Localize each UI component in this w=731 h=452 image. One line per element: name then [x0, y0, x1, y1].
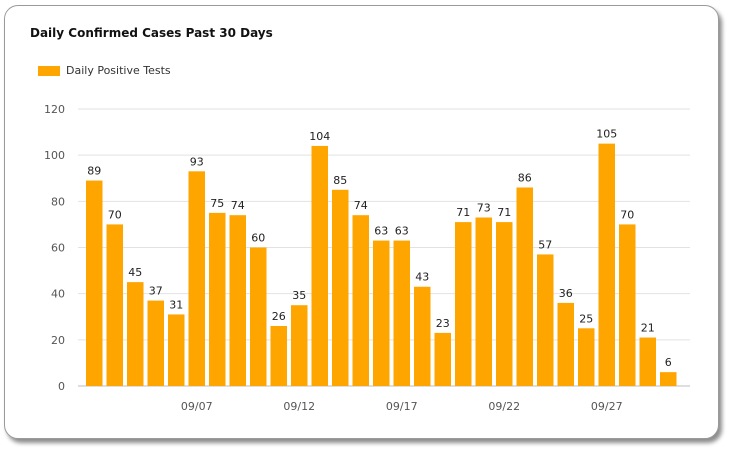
- legend[interactable]: Daily Positive Tests: [38, 64, 171, 77]
- bar-09/29[interactable]: [639, 337, 657, 386]
- x-tick-label: 09/22: [488, 400, 520, 413]
- data-label: 37: [149, 285, 163, 298]
- bar-09/28[interactable]: [619, 224, 636, 386]
- bar-09/19[interactable]: [434, 332, 452, 386]
- y-tick-label: 80: [51, 195, 65, 208]
- data-label: 45: [128, 266, 142, 279]
- y-tick-label: 120: [44, 103, 65, 116]
- data-label: 74: [354, 199, 368, 212]
- bar-09/14[interactable]: [332, 189, 349, 386]
- y-tick-label: 20: [51, 334, 65, 347]
- bar-09/06[interactable]: [168, 314, 185, 386]
- y-axis-ticks: 0 20 40 60 80 100 120: [44, 103, 65, 393]
- data-label: 71: [497, 206, 511, 219]
- bar-09/22[interactable]: [496, 222, 513, 386]
- y-tick-label: 100: [44, 149, 65, 162]
- bar-09/27[interactable]: [598, 143, 616, 386]
- data-label: 36: [559, 287, 573, 300]
- data-label: 6: [665, 356, 672, 369]
- data-label: 25: [579, 312, 593, 325]
- bar-09/08[interactable]: [209, 212, 226, 386]
- bar-09/05[interactable]: [147, 300, 165, 386]
- bar-09/07[interactable]: [188, 171, 206, 386]
- bar-09/10[interactable]: [250, 247, 267, 387]
- data-label: 31: [169, 298, 183, 311]
- x-axis-ticks: 09/07 09/12 09/17 09/22 09/27: [181, 400, 623, 413]
- bar-09/11[interactable]: [270, 325, 288, 386]
- legend-swatch: [38, 65, 60, 76]
- bar-09/15[interactable]: [352, 215, 370, 386]
- data-label: 21: [641, 322, 655, 335]
- chart-title: Daily Confirmed Cases Past 30 Days: [30, 26, 273, 40]
- data-label: 85: [333, 174, 347, 187]
- bar-09/30[interactable]: [660, 372, 677, 386]
- y-tick-label: 60: [51, 242, 65, 255]
- bar-09/24[interactable]: [537, 254, 554, 386]
- bar-09/02[interactable]: [86, 180, 103, 386]
- bar-09/18[interactable]: [414, 286, 431, 386]
- data-label: 75: [210, 197, 224, 210]
- data-label: 23: [436, 317, 450, 330]
- bar-09/16[interactable]: [373, 240, 390, 386]
- data-label: 70: [108, 208, 122, 221]
- x-tick-label: 09/07: [181, 400, 213, 413]
- data-label: 89: [87, 165, 101, 178]
- data-label: 43: [415, 271, 429, 284]
- data-label: 57: [538, 238, 552, 251]
- bar-09/25[interactable]: [557, 302, 575, 386]
- data-label: 86: [518, 171, 532, 184]
- y-tick-label: 40: [51, 288, 65, 301]
- x-tick-label: 09/27: [591, 400, 623, 413]
- bar-09/23[interactable]: [516, 187, 534, 386]
- bar-09/20[interactable]: [455, 222, 472, 386]
- data-label: 71: [456, 206, 470, 219]
- bar-09/17[interactable]: [393, 240, 411, 386]
- data-label: 70: [620, 208, 634, 221]
- bar-09/12[interactable]: [291, 305, 308, 386]
- data-label: 63: [395, 225, 409, 238]
- data-label: 105: [596, 128, 617, 141]
- data-labels: 89 70 45 37 31 93 75 74 60 26 35 104 85 74 63 63 43 23 71 7…: [87, 128, 672, 370]
- bar-09/21[interactable]: [475, 217, 493, 386]
- bar-09/09[interactable]: [229, 215, 247, 386]
- data-label: 35: [292, 289, 306, 302]
- x-tick-label: 09/17: [386, 400, 418, 413]
- y-tick-label: 0: [58, 380, 65, 393]
- data-label: 26: [272, 310, 286, 323]
- data-label: 74: [231, 199, 245, 212]
- data-label: 93: [190, 155, 204, 168]
- bars: [86, 143, 677, 387]
- bar-09/03[interactable]: [106, 224, 124, 386]
- data-label: 63: [374, 225, 388, 238]
- data-label: 73: [477, 201, 491, 214]
- data-label: 104: [309, 130, 330, 143]
- bar-09/04[interactable]: [127, 282, 144, 386]
- bar-09/26[interactable]: [578, 328, 595, 386]
- x-tick-label: 09/12: [283, 400, 315, 413]
- bar-09/13[interactable]: [311, 145, 329, 386]
- legend-label: Daily Positive Tests: [66, 64, 171, 77]
- data-label: 60: [251, 232, 265, 245]
